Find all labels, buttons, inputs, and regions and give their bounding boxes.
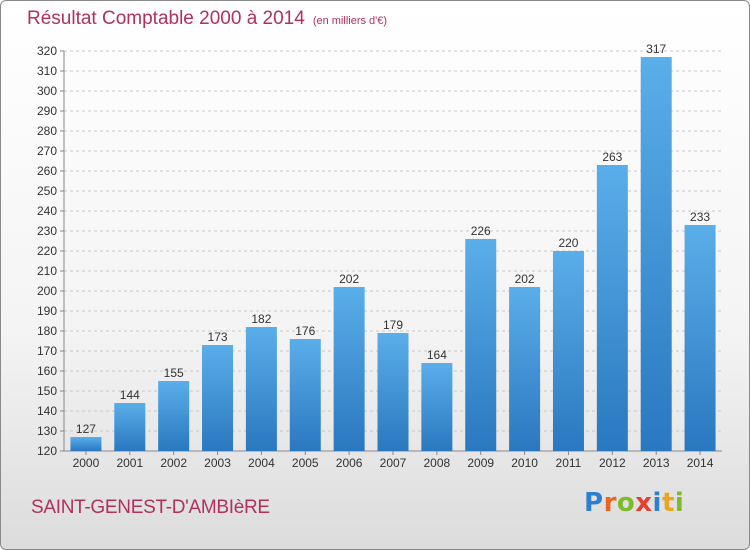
x-axis-ticks: 2000 2001 2002 2003 2004 2005 2006 2007 2008 2009…: [73, 451, 714, 470]
y-tick-label: 260: [37, 164, 57, 178]
bar-2002: [158, 381, 190, 451]
y-tick-label: 320: [37, 44, 57, 58]
x-tick-label: 2014: [687, 456, 714, 470]
data-label-2002: 155: [164, 366, 184, 380]
y-tick-label: 120: [37, 444, 57, 458]
data-label-2009: 226: [471, 224, 491, 238]
data-label-2006: 202: [339, 272, 359, 286]
data-label-2000: 127: [76, 422, 96, 436]
bar-2007: [377, 333, 409, 451]
y-tick-label: 150: [37, 384, 57, 398]
commune-name: SAINT-GENEST-D'AMBIèRE: [31, 497, 270, 518]
data-label-2001: 144: [120, 388, 140, 402]
bar-2011: [552, 251, 584, 451]
bar-2010: [509, 287, 541, 451]
bar-2001: [114, 403, 146, 451]
logo-letter: P: [584, 488, 604, 518]
y-tick-label: 310: [37, 64, 57, 78]
y-tick-label: 140: [37, 404, 57, 418]
y-tick-label: 240: [37, 204, 57, 218]
chart-title: Résultat Comptable 2000 à 2014 (en millie…: [27, 8, 387, 30]
data-label-2005: 176: [295, 324, 315, 338]
chart-unit: (en milliers d'€): [312, 15, 388, 27]
proxiti-logo: Proxiti: [584, 488, 684, 518]
y-tick-label: 190: [37, 304, 57, 318]
y-tick-label: 290: [37, 104, 57, 118]
y-tick-label: 220: [37, 244, 57, 258]
data-label-2007: 179: [383, 318, 403, 332]
data-label-2014: 233: [690, 210, 710, 224]
y-tick-label: 130: [37, 424, 57, 438]
x-tick-label: 2012: [599, 456, 626, 470]
bar-2013: [640, 57, 672, 451]
y-tick-label: 160: [37, 364, 57, 378]
data-label-2010: 202: [515, 272, 535, 286]
data-label-2003: 173: [208, 330, 228, 344]
bar-2003: [202, 345, 234, 451]
x-tick-label: 2011: [556, 456, 582, 470]
data-labels: 127 144 155 173 182 176 202 179 164 226 202 220 263 3…: [76, 42, 710, 436]
y-tick-label: 180: [37, 324, 57, 338]
y-tick-label: 210: [37, 264, 57, 278]
bar-2014: [684, 225, 716, 451]
y-tick-label: 270: [37, 144, 57, 158]
y-tick-label: 280: [37, 124, 57, 138]
chart-title-text: Résultat Comptable 2000 à 2014: [27, 8, 305, 29]
x-tick-label: 2008: [424, 456, 451, 470]
y-tick-label: 230: [37, 224, 57, 238]
x-tick-label: 2004: [248, 456, 275, 470]
y-tick-label: 250: [37, 184, 57, 198]
y-tick-label: 170: [37, 344, 57, 358]
data-label-2008: 164: [427, 348, 447, 362]
logo-letter: i: [652, 488, 662, 518]
x-tick-label: 2002: [160, 456, 187, 470]
x-tick-label: 2013: [643, 456, 670, 470]
bar-2000: [70, 437, 102, 451]
x-tick-label: 2006: [336, 456, 363, 470]
x-tick-label: 2000: [73, 456, 100, 470]
x-tick-label: 2010: [511, 456, 538, 470]
x-tick-label: 2003: [204, 456, 231, 470]
x-tick-label: 2007: [380, 456, 407, 470]
logo-letter: x: [635, 488, 653, 518]
logo-letter: i: [674, 488, 685, 518]
data-label-2013: 317: [646, 42, 666, 56]
logo-letter: t: [661, 488, 675, 518]
bar-2004: [245, 327, 277, 451]
y-tick-label: 200: [37, 284, 57, 298]
y-axis-ticks: 120 130 140 150 160 170 180 190 200 210 220 230 240 2…: [37, 44, 57, 458]
bar-2009: [465, 239, 497, 451]
bar-2008: [421, 363, 453, 451]
x-tick-label: 2001: [116, 456, 143, 470]
x-tick-label: 2009: [467, 456, 494, 470]
bar-2012: [596, 165, 628, 451]
bar-2006: [333, 287, 365, 451]
logo-letter: r: [603, 488, 617, 518]
data-label-2011: 220: [558, 236, 578, 250]
bar-2005: [289, 339, 321, 451]
bars: [70, 57, 716, 451]
logo-letter: o: [616, 488, 636, 518]
data-label-2004: 182: [251, 312, 271, 326]
x-tick-label: 2005: [292, 456, 319, 470]
y-tick-label: 300: [37, 84, 57, 98]
data-label-2012: 263: [602, 150, 622, 164]
